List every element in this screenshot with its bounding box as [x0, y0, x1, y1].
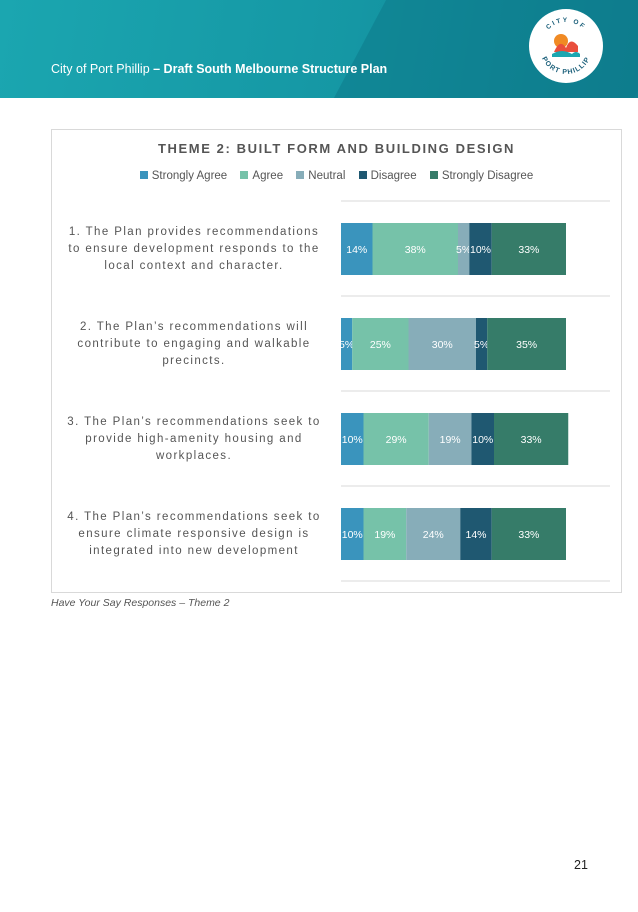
data-label: 10% — [470, 244, 491, 256]
figure-caption: Have Your Say Responses – Theme 2 — [51, 597, 230, 609]
document-title-bold: – Draft South Melbourne Structure Plan — [153, 62, 388, 76]
legend-label: Strongly Agree — [151, 170, 228, 182]
data-label: 14% — [346, 244, 367, 256]
data-label: 24% — [423, 529, 444, 541]
data-label: 33% — [521, 434, 542, 446]
chart-title: THEME 2: BUILT FORM AND BUILDING DESIGN — [157, 141, 516, 156]
bar-segment — [494, 413, 569, 465]
data-label: 38% — [405, 244, 426, 256]
data-label: 5% — [456, 244, 471, 256]
category-label-2: 2. The Plan’s recommendations will contr… — [56, 319, 332, 370]
bar-segment — [476, 318, 488, 370]
bar-segment — [458, 223, 470, 275]
bar-segment — [491, 508, 566, 560]
data-label: 30% — [432, 339, 453, 351]
category-label-line: workplaces. — [155, 450, 233, 462]
legend-label: Strongly Disagree — [441, 170, 534, 182]
legend-swatch — [358, 171, 367, 179]
data-label: 33% — [518, 529, 539, 541]
legend-label: Neutral — [308, 170, 346, 182]
category-label-line: precincts. — [162, 355, 226, 367]
data-label: 5% — [474, 339, 489, 351]
category-label-line: 3. The Plan’s recommendations seek to — [67, 416, 321, 428]
category-label-line: 1. The Plan provides recommendations — [68, 226, 320, 238]
data-label: 14% — [465, 529, 486, 541]
bar-segment — [341, 318, 353, 370]
bar-segment — [341, 223, 373, 275]
legend-item-disagree: Disagree — [358, 170, 417, 182]
data-label: 10% — [342, 434, 363, 446]
bar-segment — [491, 223, 566, 275]
data-label: 25% — [370, 339, 391, 351]
category-label-line: provide high-amenity housing and — [85, 433, 303, 445]
chart-frame — [51, 129, 622, 593]
bar-segment — [469, 223, 492, 275]
data-label: 29% — [386, 434, 407, 446]
legend-item-strongly-agree: Strongly Agree — [139, 170, 228, 182]
legend-swatch — [240, 171, 249, 179]
category-label-line: 2. The Plan’s recommendations will — [79, 321, 309, 333]
category-label-3: 3. The Plan’s recommendations seek to pr… — [56, 414, 332, 465]
data-label: 10% — [472, 434, 493, 446]
legend-label: Disagree — [370, 170, 417, 182]
city-logo: CITY OF PORT PHILLIP — [529, 9, 603, 83]
category-label-line: local context and character. — [104, 260, 284, 272]
legend-item-agree: Agree — [240, 170, 283, 182]
category-label-line: 4. The Plan’s recommendations seek to — [67, 511, 321, 523]
legend-swatch — [429, 171, 438, 179]
legend-item-strongly-disagree: Strongly Disagree — [429, 170, 534, 182]
data-label: 35% — [516, 339, 537, 351]
data-label: 10% — [342, 529, 363, 541]
bar-segment — [363, 508, 407, 560]
bar-segment — [341, 413, 364, 465]
data-label: 33% — [518, 244, 539, 256]
category-label-1: 1. The Plan provides recommendations to … — [56, 224, 332, 275]
legend-swatch — [139, 171, 148, 179]
data-label: 5% — [339, 339, 354, 351]
data-label: 19% — [374, 529, 395, 541]
category-label-line: to ensure development responds to the — [68, 243, 320, 255]
bar-segment — [363, 413, 429, 465]
legend-label: Agree — [252, 170, 284, 182]
bar-segment — [428, 413, 472, 465]
category-label-4: 4. The Plan’s recommendations seek to en… — [56, 509, 332, 560]
bar-segment — [341, 508, 364, 560]
page-number: 21 — [574, 858, 588, 872]
bar-segment — [460, 508, 492, 560]
legend-swatch — [296, 171, 305, 179]
bar-segment — [487, 318, 566, 370]
category-label-line: contribute to engaging and walkable — [77, 338, 311, 350]
data-label: 19% — [440, 434, 461, 446]
bar-segment — [406, 508, 461, 560]
bar-segment — [372, 223, 458, 275]
bar-segment — [408, 318, 476, 370]
category-label-line: integrated into new development — [89, 545, 299, 557]
document-title: City of Port Phillip – Draft South Melbo… — [51, 62, 387, 76]
bar-segment — [471, 413, 494, 465]
legend-item-neutral: Neutral — [296, 170, 345, 182]
chart-legend: Strongly Agree Agree Neutral Disagree St… — [51, 170, 622, 182]
document-title-plain: City of Port Phillip — [51, 62, 154, 76]
bar-segment — [352, 318, 409, 370]
category-label-line: ensure climate responsive design is — [78, 528, 310, 540]
page-header: City of Port Phillip – Draft South Melbo… — [0, 0, 638, 98]
